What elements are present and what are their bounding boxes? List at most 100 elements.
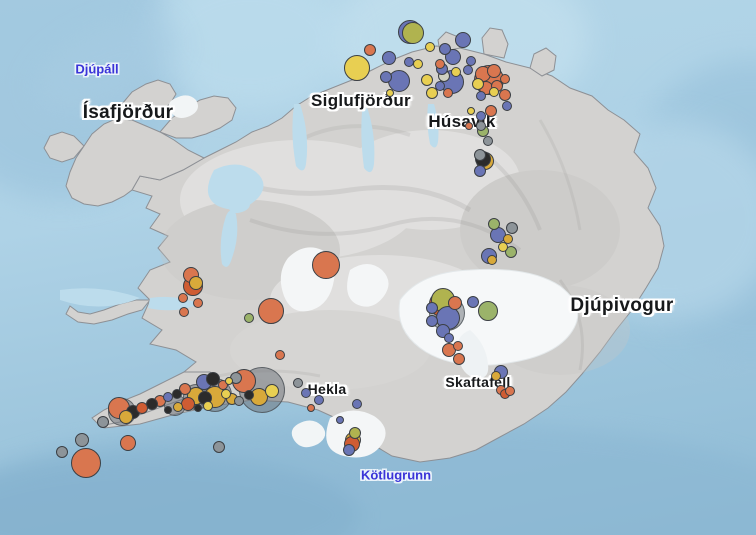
earthquake-marker[interactable]: [466, 56, 476, 66]
earthquake-marker[interactable]: [487, 255, 497, 265]
earthquake-marker[interactable]: [439, 43, 451, 55]
earthquake-marker[interactable]: [413, 59, 423, 69]
earthquake-marker[interactable]: [402, 22, 424, 44]
earthquake-marker[interactable]: [465, 122, 473, 130]
earthquake-marker[interactable]: [258, 298, 284, 324]
earthquake-marker[interactable]: [476, 91, 486, 101]
fjord-hunafloi: [292, 104, 308, 171]
earthquake-marker[interactable]: [194, 404, 202, 412]
earthquake-marker[interactable]: [483, 136, 493, 146]
glacier-outlet-tongue: [457, 330, 489, 379]
earthquake-marker[interactable]: [421, 74, 433, 86]
earthquake-marker[interactable]: [499, 89, 511, 101]
earthquake-marker[interactable]: [364, 44, 376, 56]
earthquake-marker[interactable]: [488, 218, 500, 230]
earthquake-marker[interactable]: [426, 87, 438, 99]
city-label-djúpivogur: Djúpivogur: [570, 295, 674, 316]
city-label-siglufjörður: Siglufjörður: [311, 91, 411, 110]
earthquake-marker[interactable]: [119, 410, 133, 424]
earthquake-marker[interactable]: [382, 51, 396, 65]
earthquake-marker[interactable]: [426, 315, 438, 327]
bathymetry-shallow-northwest-bank: [150, 0, 350, 110]
earthquake-marker[interactable]: [136, 402, 148, 414]
earthquake-marker[interactable]: [506, 222, 518, 234]
earthquake-marker[interactable]: [163, 392, 173, 402]
earthquake-marker[interactable]: [467, 107, 475, 115]
earthquake-marker[interactable]: [244, 390, 254, 400]
snaefellsnes-polygon: [65, 299, 152, 325]
earthquake-marker[interactable]: [502, 101, 512, 111]
earthquake-marker[interactable]: [71, 448, 101, 478]
earthquake-marker[interactable]: [476, 111, 486, 121]
earthquake-marker[interactable]: [344, 55, 370, 81]
earthquake-marker[interactable]: [336, 416, 344, 424]
earthquake-marker[interactable]: [487, 64, 501, 78]
earthquake-marker[interactable]: [386, 89, 394, 97]
earthquake-marker[interactable]: [474, 149, 486, 161]
earthquake-marker[interactable]: [503, 234, 513, 244]
earthquake-marker[interactable]: [181, 397, 195, 411]
inland-water-layer: [60, 104, 439, 311]
earthquake-marker[interactable]: [225, 377, 233, 385]
earthquake-marker[interactable]: [120, 435, 136, 451]
earthquake-marker[interactable]: [178, 293, 188, 303]
earthquake-marker[interactable]: [380, 71, 392, 83]
earthquake-marker[interactable]: [453, 341, 463, 351]
earthquake-marker[interactable]: [451, 67, 461, 77]
earthquake-marker[interactable]: [463, 65, 473, 75]
fjord-breidafjordur: [60, 288, 140, 307]
earthquake-marker[interactable]: [505, 386, 515, 396]
earthquake-marker[interactable]: [505, 246, 517, 258]
earthquake-marker[interactable]: [500, 74, 510, 84]
earthquake-marker[interactable]: [293, 378, 303, 388]
earthquake-marker[interactable]: [189, 276, 203, 290]
earthquake-marker[interactable]: [343, 444, 355, 456]
earthquake-marker[interactable]: [478, 301, 498, 321]
earthquake-marker[interactable]: [444, 333, 454, 343]
earthquake-marker[interactable]: [97, 416, 109, 428]
earthquake-marker[interactable]: [472, 78, 484, 90]
earthquake-marker[interactable]: [172, 389, 182, 399]
earthquake-marker[interactable]: [498, 242, 508, 252]
earthquake-marker[interactable]: [203, 401, 213, 411]
earthquake-marker[interactable]: [426, 302, 438, 314]
earthquake-marker[interactable]: [314, 395, 324, 405]
earthquake-marker[interactable]: [453, 353, 465, 365]
earthquake-marker[interactable]: [307, 404, 315, 412]
earthquake-marker[interactable]: [448, 296, 462, 310]
earthquake-marker[interactable]: [474, 165, 486, 177]
earthquake-marker[interactable]: [435, 81, 445, 91]
fjord-skjalfandi: [427, 104, 439, 148]
city-label-ísafjörður: Ísafjörður: [82, 102, 174, 123]
earthquake-marker[interactable]: [213, 441, 225, 453]
earthquake-marker[interactable]: [221, 389, 231, 399]
earthquake-marker[interactable]: [206, 372, 220, 386]
earthquake-marker[interactable]: [75, 433, 89, 447]
earthquake-marker[interactable]: [56, 446, 68, 458]
earthquake-marker[interactable]: [425, 42, 435, 52]
earthquake-marker[interactable]: [435, 59, 445, 69]
earthquake-marker[interactable]: [244, 313, 254, 323]
earthquake-marker[interactable]: [173, 402, 183, 412]
earthquake-marker[interactable]: [179, 307, 189, 317]
earthquake-marker[interactable]: [234, 396, 244, 406]
earthquake-marker[interactable]: [265, 384, 279, 398]
earthquake-marker[interactable]: [349, 427, 361, 439]
earthquake-marker[interactable]: [301, 388, 311, 398]
earthquake-marker[interactable]: [193, 298, 203, 308]
glacier-eyjafjallajokull: [291, 420, 326, 448]
earthquake-marker[interactable]: [485, 105, 497, 117]
earthquake-marker[interactable]: [476, 121, 486, 131]
earthquake-marker[interactable]: [467, 296, 479, 308]
earthquake-marker[interactable]: [164, 406, 172, 414]
earthquake-marker[interactable]: [443, 88, 453, 98]
earthquake-marker[interactable]: [312, 251, 340, 279]
earthquake-marker[interactable]: [489, 87, 499, 97]
earthquake-marker[interactable]: [275, 350, 285, 360]
fjord-eyjafjordur: [361, 106, 375, 173]
earthquake-marker[interactable]: [455, 32, 471, 48]
earthquake-marker[interactable]: [491, 371, 501, 381]
earthquake-marker[interactable]: [352, 399, 362, 409]
